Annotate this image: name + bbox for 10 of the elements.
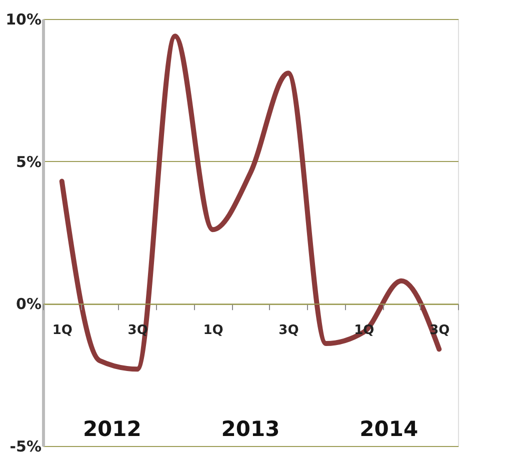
- y-tick-label: 0%: [16, 295, 42, 314]
- x-tick-label: 1Q: [203, 323, 224, 338]
- y-tick-label: 5%: [16, 152, 42, 171]
- annotation: 2014: [360, 417, 418, 441]
- x-tick-label: 3Q: [278, 323, 299, 338]
- x-tick-label: 1Q: [52, 323, 72, 338]
- y-tick-label: -5%: [10, 438, 42, 454]
- y-tick-label: 10%: [6, 10, 42, 28]
- annotation: 2012: [82, 417, 142, 441]
- annotation: 2013: [221, 417, 280, 441]
